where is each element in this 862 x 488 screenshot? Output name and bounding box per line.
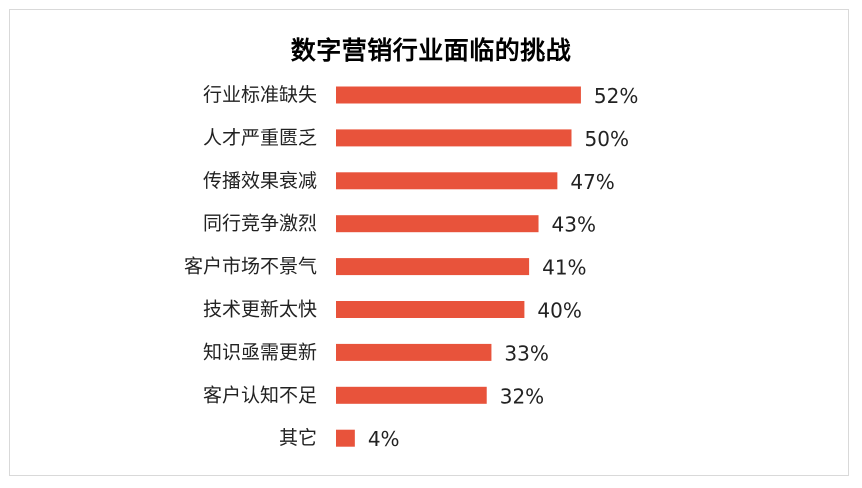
value-label: 32% (500, 384, 544, 408)
bar (336, 429, 355, 447)
category-label: 知识亟需更新 (203, 341, 317, 363)
bar (336, 172, 558, 190)
value-label: 41% (542, 256, 586, 280)
category-label: 同行竞争激烈 (203, 213, 317, 235)
bar (336, 86, 581, 104)
bar (336, 301, 525, 318)
bar (336, 258, 530, 276)
category-label: 客户市场不景气 (184, 256, 317, 278)
chart-title: 数字营销行业面临的挑战 (290, 36, 572, 65)
value-label: 33% (504, 341, 548, 365)
bar (336, 343, 492, 361)
bar (336, 215, 539, 233)
category-label: 其它 (279, 427, 317, 449)
value-label: 50% (585, 127, 629, 151)
category-label: 技术更新太快 (203, 299, 317, 321)
value-label: 40% (537, 299, 581, 323)
category-label: 客户认知不足 (203, 384, 317, 406)
value-label: 47% (570, 170, 614, 194)
value-label: 52% (594, 84, 638, 108)
value-label: 4% (368, 427, 400, 451)
bar (336, 129, 572, 147)
bar (336, 386, 487, 404)
category-label: 传播效果衰减 (203, 170, 317, 192)
value-label: 43% (552, 213, 596, 237)
category-label: 人才严重匮乏 (203, 127, 317, 149)
category-label: 行业标准缺失 (203, 84, 317, 106)
